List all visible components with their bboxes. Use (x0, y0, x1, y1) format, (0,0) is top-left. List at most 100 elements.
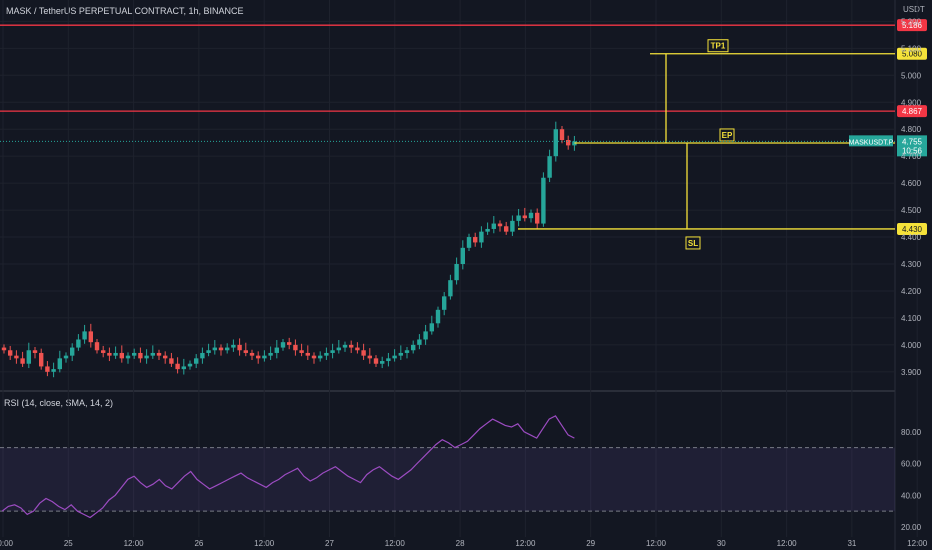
time-tick-label: 31 (847, 539, 856, 548)
candle-body (125, 355, 131, 359)
last-price-tag (897, 135, 927, 157)
candle-body (26, 350, 31, 364)
candle-body (411, 344, 416, 351)
time-tick-label: 12:00 (646, 539, 667, 548)
candle (559, 125, 565, 144)
candle (169, 352, 174, 367)
candle-body (206, 350, 211, 353)
candle (442, 292, 447, 316)
symbol-tag (849, 135, 893, 147)
candle-body (442, 296, 447, 310)
candle-body (287, 342, 292, 345)
candle (181, 358, 186, 375)
level-price-label: 5.186 (902, 21, 923, 30)
candle-body (398, 352, 403, 356)
candle-body (429, 323, 434, 332)
candle (119, 345, 124, 363)
trade-price-label: 4.430 (902, 225, 923, 234)
candle (156, 349, 162, 360)
price-tick-label: 3.900 (901, 368, 922, 377)
candle-body (88, 331, 93, 343)
time-tick-label: 30 (717, 539, 726, 548)
candle (367, 348, 372, 364)
candle (318, 351, 323, 362)
candle (70, 343, 75, 362)
candle (324, 347, 329, 360)
rsi-band (0, 447, 895, 512)
candle (349, 340, 354, 353)
candle (355, 342, 360, 354)
candle-body (268, 352, 273, 356)
horizontal-levels: 5.1864.8675.080TP14.749EP4.430SLMASKUSDT… (0, 19, 927, 250)
candle (125, 352, 131, 364)
candle (566, 135, 571, 150)
candle (293, 339, 298, 356)
candle-body (516, 215, 521, 221)
candle (14, 350, 19, 364)
candle-body (460, 247, 465, 264)
candle (522, 207, 527, 222)
candle-body (280, 342, 286, 348)
candle-body (32, 350, 38, 353)
candle (249, 349, 255, 360)
price-tick-label: 4.100 (901, 314, 922, 323)
candle-body (293, 344, 298, 351)
candle (150, 345, 155, 359)
time-tick-label: 12:00 (907, 539, 928, 548)
candle-body (299, 350, 304, 353)
candle (380, 356, 385, 369)
price-tick-label: 4.600 (901, 179, 922, 188)
symbol-label: MASKUSDT.P (849, 139, 894, 146)
candle (45, 361, 50, 377)
rsi-tick-label: 40.00 (901, 491, 922, 500)
candle-body (528, 212, 534, 219)
candle (8, 345, 13, 360)
candle (287, 337, 292, 350)
candle-body (392, 355, 397, 359)
candle (256, 351, 261, 364)
candle (299, 343, 304, 357)
candle-body (231, 344, 236, 348)
candle-body (243, 350, 248, 353)
candle-body (380, 361, 385, 364)
candle-body (45, 366, 50, 372)
countdown-label: 10:56 (902, 146, 923, 155)
price-tick-label: 4.000 (901, 341, 922, 350)
candle-body (336, 347, 341, 351)
candle (411, 340, 416, 354)
trade-price-tag (897, 222, 927, 235)
trade-price-tag (897, 47, 927, 60)
candle-body (386, 358, 391, 362)
candle-body (454, 264, 459, 281)
candle-body (175, 363, 180, 370)
price-tick-label: 4.800 (901, 125, 922, 134)
time-tick-label: 00:00 (0, 539, 14, 548)
candle (336, 340, 341, 354)
time-tick-label: 25 (64, 539, 73, 548)
candle (1, 344, 7, 354)
trade-label: EP (722, 131, 733, 140)
currency-label: USDT (903, 5, 925, 14)
candle-body (249, 352, 255, 356)
candle-body (305, 352, 310, 356)
candle (32, 347, 38, 359)
candle (541, 172, 546, 227)
time-tick-label: 27 (325, 539, 334, 548)
candle (26, 342, 31, 369)
candle-body (132, 352, 137, 356)
candle-body (218, 347, 224, 351)
time-tick-label: 26 (194, 539, 203, 548)
candle (138, 347, 143, 363)
candle (39, 348, 44, 370)
candle (194, 354, 199, 369)
candle (243, 342, 248, 357)
time-tick-label: 12:00 (385, 539, 406, 548)
candle-body (212, 347, 217, 351)
candle-body (535, 212, 540, 224)
rsi-tick-label: 80.00 (901, 428, 922, 437)
candle (491, 216, 496, 234)
candle (113, 346, 118, 359)
price-tick-label: 4.500 (901, 206, 922, 215)
candle (268, 346, 273, 360)
